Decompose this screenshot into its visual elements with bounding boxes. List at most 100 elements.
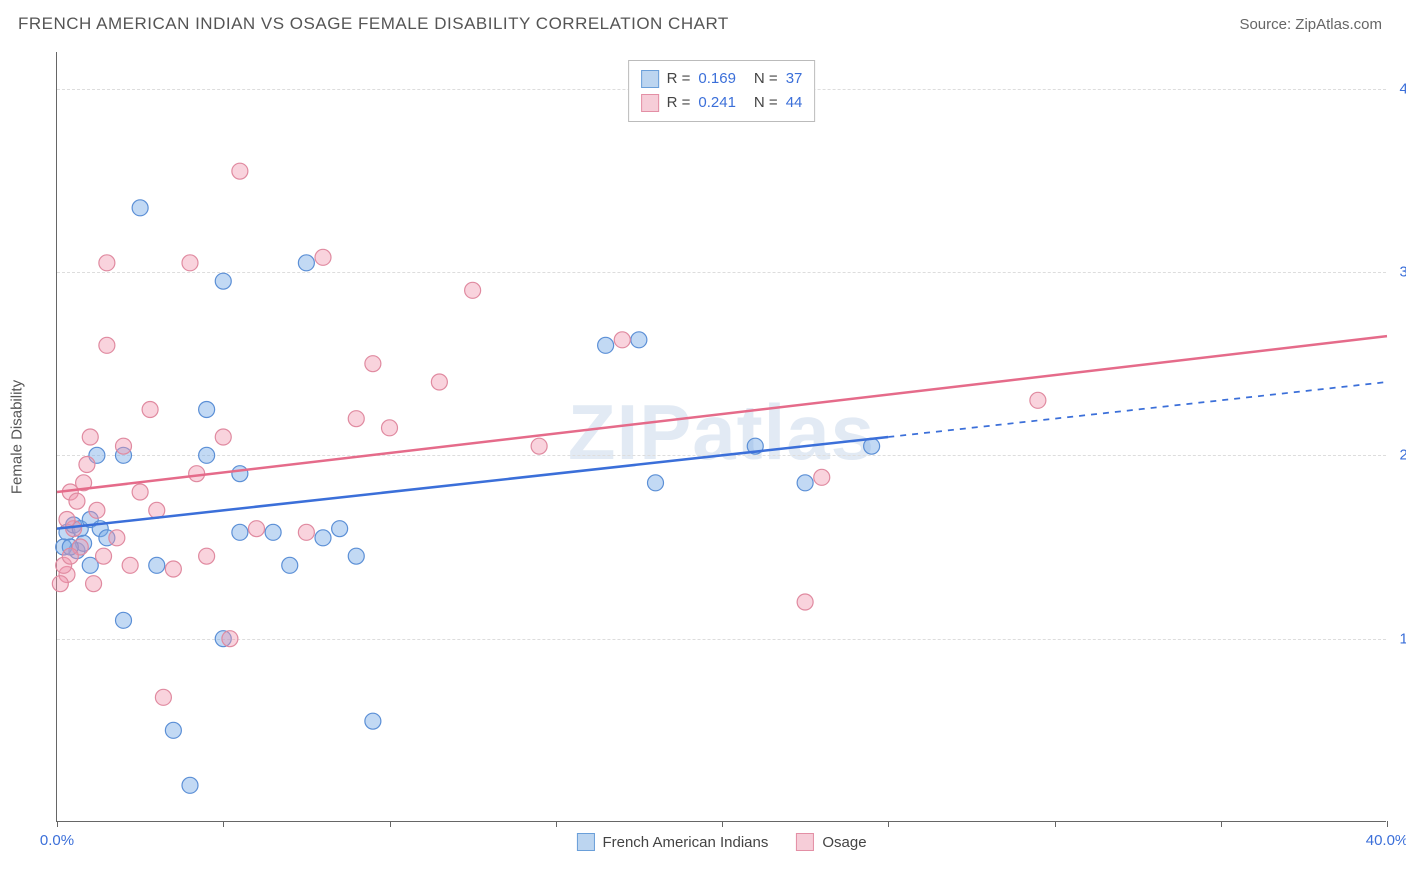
scatter-point (648, 475, 664, 491)
scatter-point (79, 457, 95, 473)
scatter-point (232, 524, 248, 540)
x-tick (1221, 821, 1222, 827)
scatter-point (315, 530, 331, 546)
trend-line (57, 336, 1387, 492)
legend-n-label: N = (754, 91, 778, 115)
scatter-point (149, 557, 165, 573)
scatter-point (265, 524, 281, 540)
scatter-point (96, 548, 112, 564)
legend-correlation-row: R = 0.169 N = 37 (641, 67, 803, 91)
legend-swatch (796, 833, 814, 851)
scatter-point (142, 402, 158, 418)
scatter-point (332, 521, 348, 537)
scatter-point (189, 466, 205, 482)
scatter-point (614, 332, 630, 348)
scatter-point (132, 200, 148, 216)
scatter-point (348, 411, 364, 427)
legend-series-item: Osage (796, 833, 866, 851)
scatter-point (282, 557, 298, 573)
chart-plot-area: Female Disability ZIPatlas 10.0%20.0%30.… (56, 52, 1386, 822)
legend-series: French American Indians Osage (576, 833, 866, 851)
scatter-point (531, 438, 547, 454)
scatter-point (199, 447, 215, 463)
scatter-point (631, 332, 647, 348)
y-tick-label: 30.0% (1392, 264, 1406, 281)
scatter-point (315, 249, 331, 265)
scatter-point (199, 548, 215, 564)
scatter-point (182, 777, 198, 793)
x-tick (390, 821, 391, 827)
scatter-point (232, 163, 248, 179)
x-tick (223, 821, 224, 827)
legend-r-label: R = (667, 91, 691, 115)
y-tick-label: 10.0% (1392, 630, 1406, 647)
scatter-plot-svg (57, 52, 1386, 821)
legend-correlation-row: R = 0.241 N = 44 (641, 91, 803, 115)
scatter-point (249, 521, 265, 537)
legend-correlation-box: R = 0.169 N = 37 R = 0.241 N = 44 (628, 60, 816, 122)
scatter-point (82, 429, 98, 445)
scatter-point (797, 475, 813, 491)
legend-n-value: 44 (786, 91, 803, 115)
scatter-point (199, 402, 215, 418)
legend-swatch (641, 94, 659, 112)
trend-line-extrapolated (888, 382, 1387, 437)
scatter-point (122, 557, 138, 573)
scatter-point (365, 356, 381, 372)
scatter-point (109, 530, 125, 546)
x-tick (722, 821, 723, 827)
scatter-point (155, 689, 171, 705)
scatter-point (116, 612, 132, 628)
x-tick (1055, 821, 1056, 827)
x-tick (57, 821, 58, 827)
legend-swatch (641, 70, 659, 88)
scatter-point (89, 502, 105, 518)
scatter-point (382, 420, 398, 436)
header: FRENCH AMERICAN INDIAN VS OSAGE FEMALE D… (0, 0, 1406, 44)
scatter-point (215, 429, 231, 445)
legend-r-value: 0.241 (698, 91, 736, 115)
scatter-point (116, 438, 132, 454)
x-tick-label: 0.0% (40, 832, 74, 849)
scatter-point (165, 722, 181, 738)
scatter-point (814, 469, 830, 485)
scatter-point (232, 466, 248, 482)
scatter-point (99, 337, 115, 353)
scatter-point (215, 273, 231, 289)
scatter-point (59, 512, 75, 528)
scatter-point (62, 548, 78, 564)
scatter-point (132, 484, 148, 500)
legend-series-item: French American Indians (576, 833, 768, 851)
scatter-point (222, 631, 238, 647)
x-tick (888, 821, 889, 827)
scatter-point (165, 561, 181, 577)
scatter-point (86, 576, 102, 592)
legend-n-value: 37 (786, 67, 803, 91)
scatter-point (465, 282, 481, 298)
y-tick-label: 20.0% (1392, 447, 1406, 464)
trend-line (57, 437, 888, 529)
scatter-point (365, 713, 381, 729)
y-tick-label: 40.0% (1392, 80, 1406, 97)
legend-series-label: Osage (822, 834, 866, 851)
legend-swatch (576, 833, 594, 851)
scatter-point (431, 374, 447, 390)
x-tick (556, 821, 557, 827)
x-tick (1387, 821, 1388, 827)
legend-r-label: R = (667, 67, 691, 91)
scatter-point (598, 337, 614, 353)
legend-series-label: French American Indians (602, 834, 768, 851)
chart-title: FRENCH AMERICAN INDIAN VS OSAGE FEMALE D… (18, 14, 729, 34)
y-axis-label: Female Disability (9, 379, 26, 493)
source-label: Source: ZipAtlas.com (1239, 16, 1382, 33)
scatter-point (52, 576, 68, 592)
scatter-point (99, 255, 115, 271)
scatter-point (1030, 392, 1046, 408)
scatter-point (298, 524, 314, 540)
scatter-point (348, 548, 364, 564)
legend-r-value: 0.169 (698, 67, 736, 91)
scatter-point (182, 255, 198, 271)
legend-n-label: N = (754, 67, 778, 91)
scatter-point (797, 594, 813, 610)
scatter-point (69, 493, 85, 509)
